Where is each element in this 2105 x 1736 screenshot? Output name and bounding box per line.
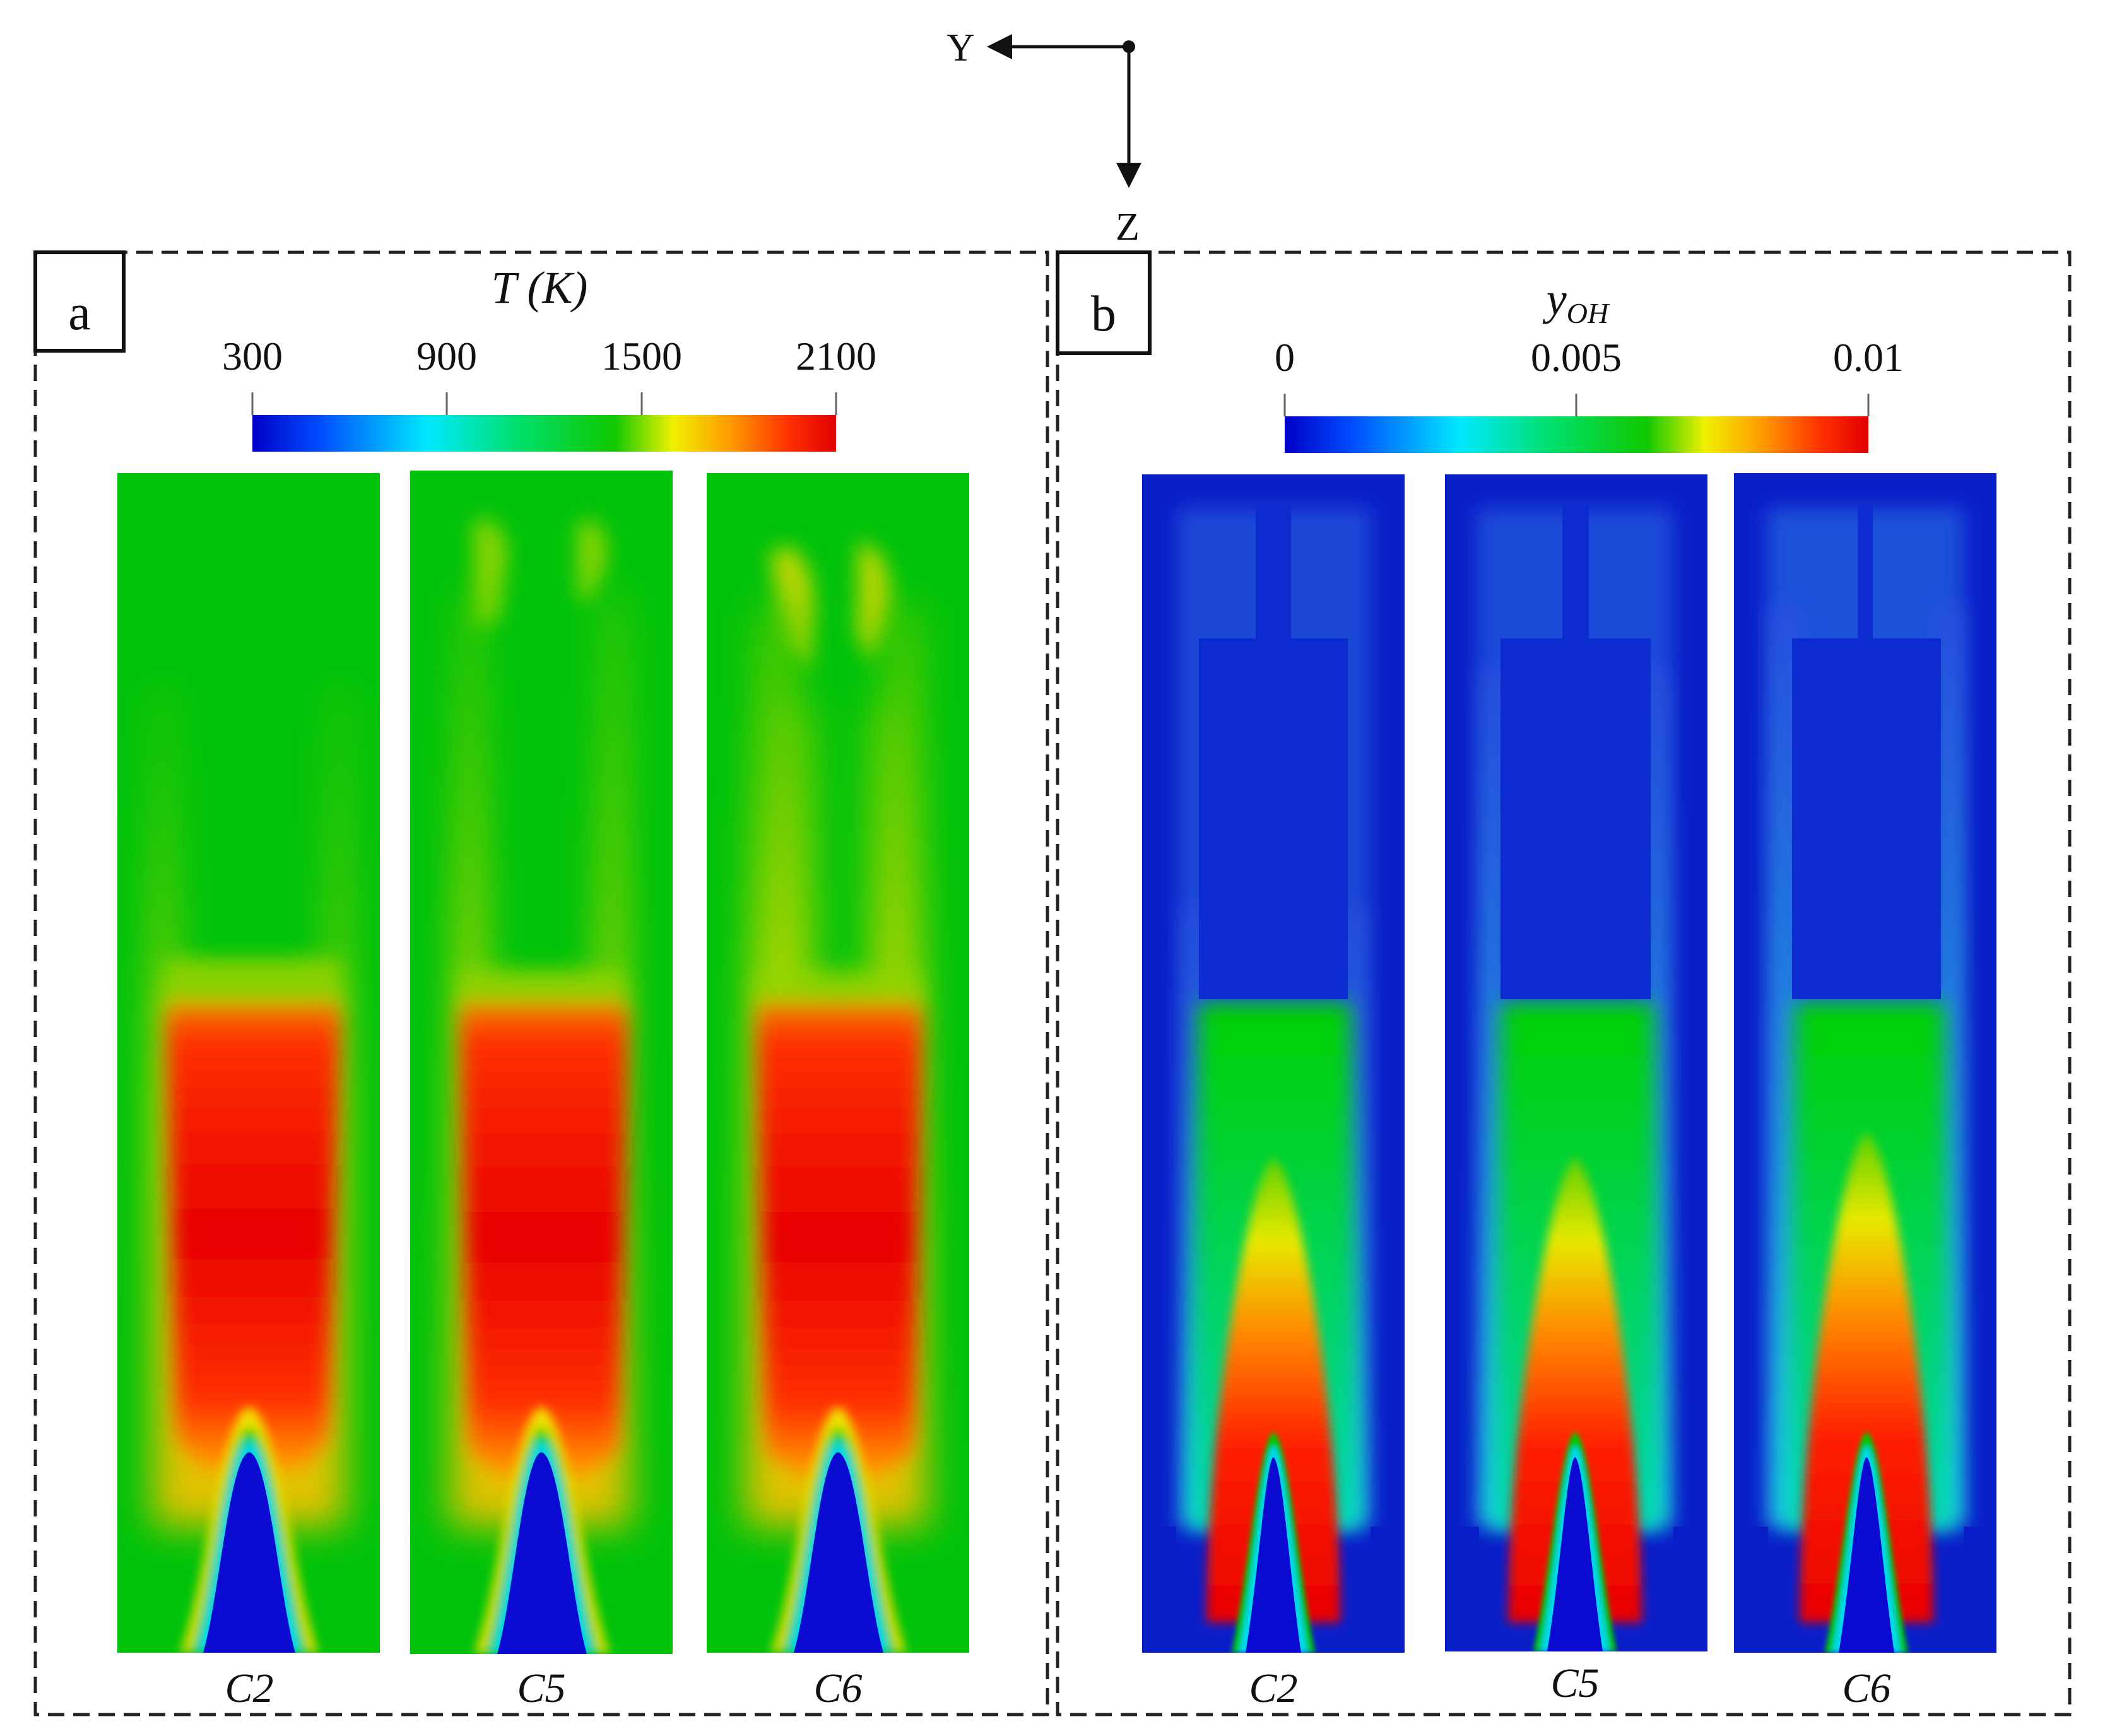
coordinate-axes: Y Z	[946, 26, 1141, 249]
oh-contour-c2	[1142, 474, 1405, 1653]
case-label-b-c6: C6	[1842, 1665, 1890, 1711]
case-label-b-c2: C2	[1249, 1665, 1297, 1711]
case-label-a-c6: C6	[813, 1665, 862, 1711]
panel-a-letter-box: a	[33, 250, 126, 353]
colorbar-a-tick-label: 300	[222, 334, 283, 378]
oh-contour-c5	[1445, 474, 1707, 1651]
panel-b-frame	[1056, 250, 2072, 1716]
oh-contour-c6	[1734, 473, 1996, 1653]
z-axis-label: Z	[1116, 206, 1140, 249]
colorbar-a-gradient	[252, 415, 836, 452]
colorbar-temperature: T (K) 300 900 1500 2100	[222, 262, 876, 452]
colorbar-a-tick-label: 900	[416, 334, 477, 378]
case-label-a-c5: C5	[517, 1665, 565, 1711]
temperature-contour-c5	[410, 471, 673, 1654]
temperature-contour-c2	[117, 473, 380, 1653]
y-axis-label: Y	[946, 26, 975, 69]
colorbar-b-tick-label: 0.005	[1531, 335, 1622, 380]
panel-b-letter-box: b	[1056, 250, 1152, 355]
colorbar-a-tick-label: 2100	[796, 334, 876, 378]
colorbar-b-tick-label: 0	[1275, 335, 1295, 380]
colorbar-b-tick-label: 0.01	[1833, 335, 1904, 380]
colorbar-b-tick-marks	[1283, 394, 1870, 416]
case-label-b-c5: C5	[1550, 1660, 1599, 1706]
colorbar-a-tick-marks	[251, 392, 837, 415]
panel-a-frame	[33, 250, 1049, 1716]
colorbar-oh-fraction: yOH 0 0.005 0.01	[1275, 274, 1904, 453]
temperature-contour-c6	[707, 473, 969, 1653]
panel-b-letter: b	[1091, 286, 1116, 342]
panel-a-letter: a	[68, 285, 91, 341]
colorbar-b-title: yOH	[1542, 274, 1610, 329]
colorbar-a-tick-label: 1500	[601, 334, 682, 378]
colorbar-b-gradient	[1285, 416, 1868, 453]
case-label-a-c2: C2	[225, 1665, 273, 1711]
colorbar-a-title: T (K)	[492, 262, 588, 313]
